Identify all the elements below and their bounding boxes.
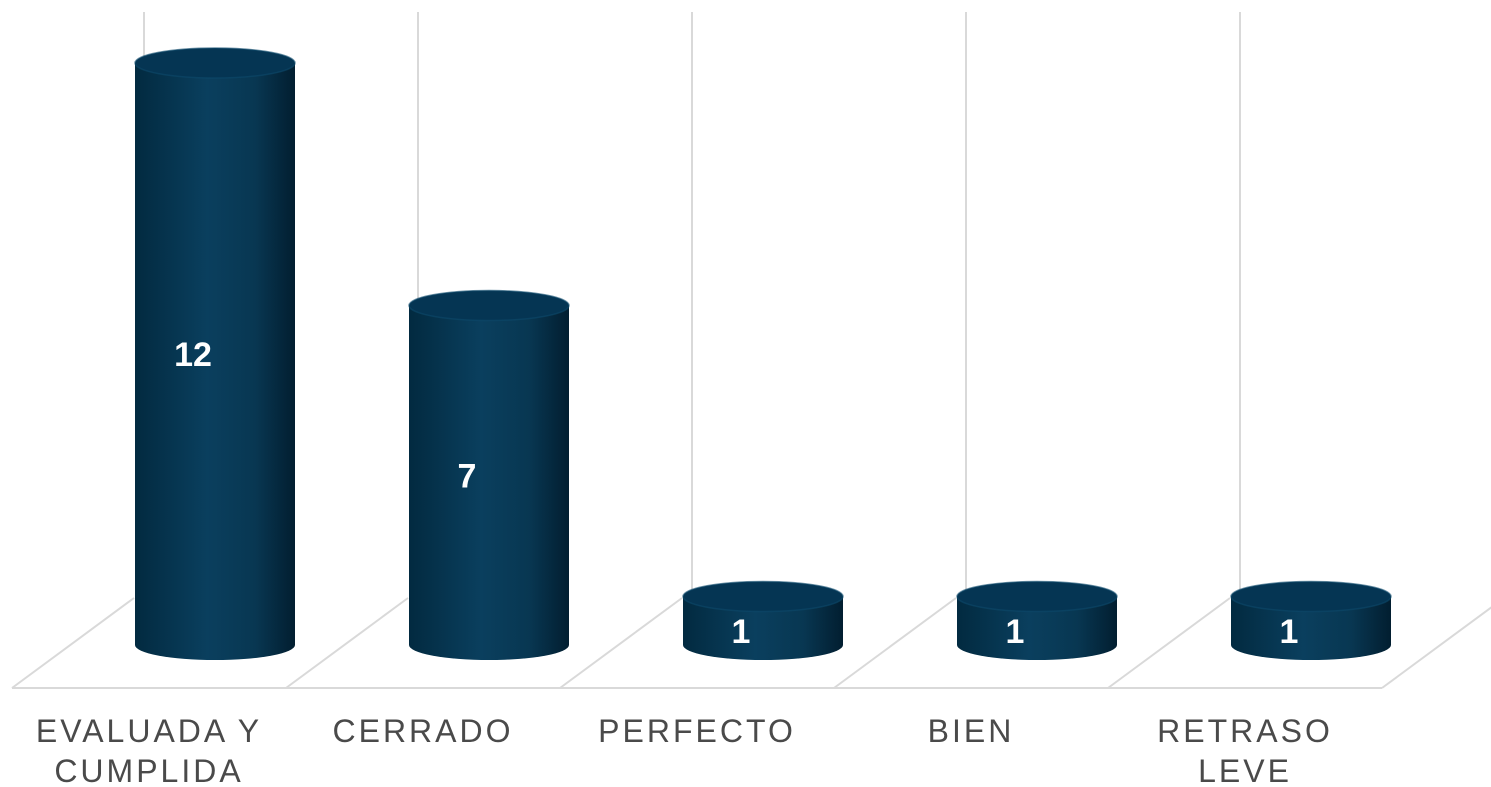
floor-divider: [285, 597, 409, 689]
bar-top: [135, 48, 295, 78]
floor-divider: [833, 597, 957, 689]
bar-2: [408, 289, 570, 660]
category-label-2: CERRADO: [332, 713, 513, 749]
data-label-2: 7: [458, 457, 477, 495]
bar-top: [683, 581, 843, 612]
category-label-5: RETRASO: [1157, 713, 1333, 749]
floor-divider: [11, 597, 135, 689]
floor-divider: [559, 597, 683, 689]
bar-1: [134, 47, 296, 660]
data-label-1: 12: [174, 336, 212, 374]
floor-divider: [1107, 597, 1231, 689]
bar-body: [683, 596, 843, 660]
category-label-1: CUMPLIDA: [54, 753, 243, 787]
bar-top: [957, 581, 1117, 612]
data-label-5: 1: [1280, 613, 1299, 651]
bar-top-rim: [682, 580, 844, 613]
bar-4: [956, 580, 1118, 660]
bar-top-rim: [1230, 580, 1392, 613]
category-label-3: PERFECTO: [598, 713, 796, 749]
chart-bars: [134, 47, 1392, 660]
category-label-1: EVALUADA Y: [36, 713, 262, 749]
bar-top-rim: [408, 289, 570, 322]
bar-top: [409, 290, 569, 321]
bar-body: [1231, 596, 1391, 660]
category-label-4: BIEN: [928, 713, 1015, 749]
chart-grid: [11, 12, 1491, 689]
bar-body: [135, 63, 295, 660]
floor-divider: [1381, 606, 1491, 689]
bar-3: [682, 580, 844, 660]
chart-labels: 12 7 1 1 1 EVALUADA Y CUMPLIDA CERRADO PERFECTO B…: [36, 336, 1333, 787]
bar-top-rim: [956, 580, 1118, 613]
category-label-5: LEVE: [1198, 753, 1292, 787]
bar-body: [409, 305, 569, 660]
data-label-3: 1: [732, 613, 751, 651]
data-label-4: 1: [1006, 613, 1025, 651]
bar-body: [957, 596, 1117, 660]
bar-top-rim: [134, 47, 296, 79]
bar-5: [1230, 580, 1392, 660]
bar-top: [1231, 581, 1391, 612]
